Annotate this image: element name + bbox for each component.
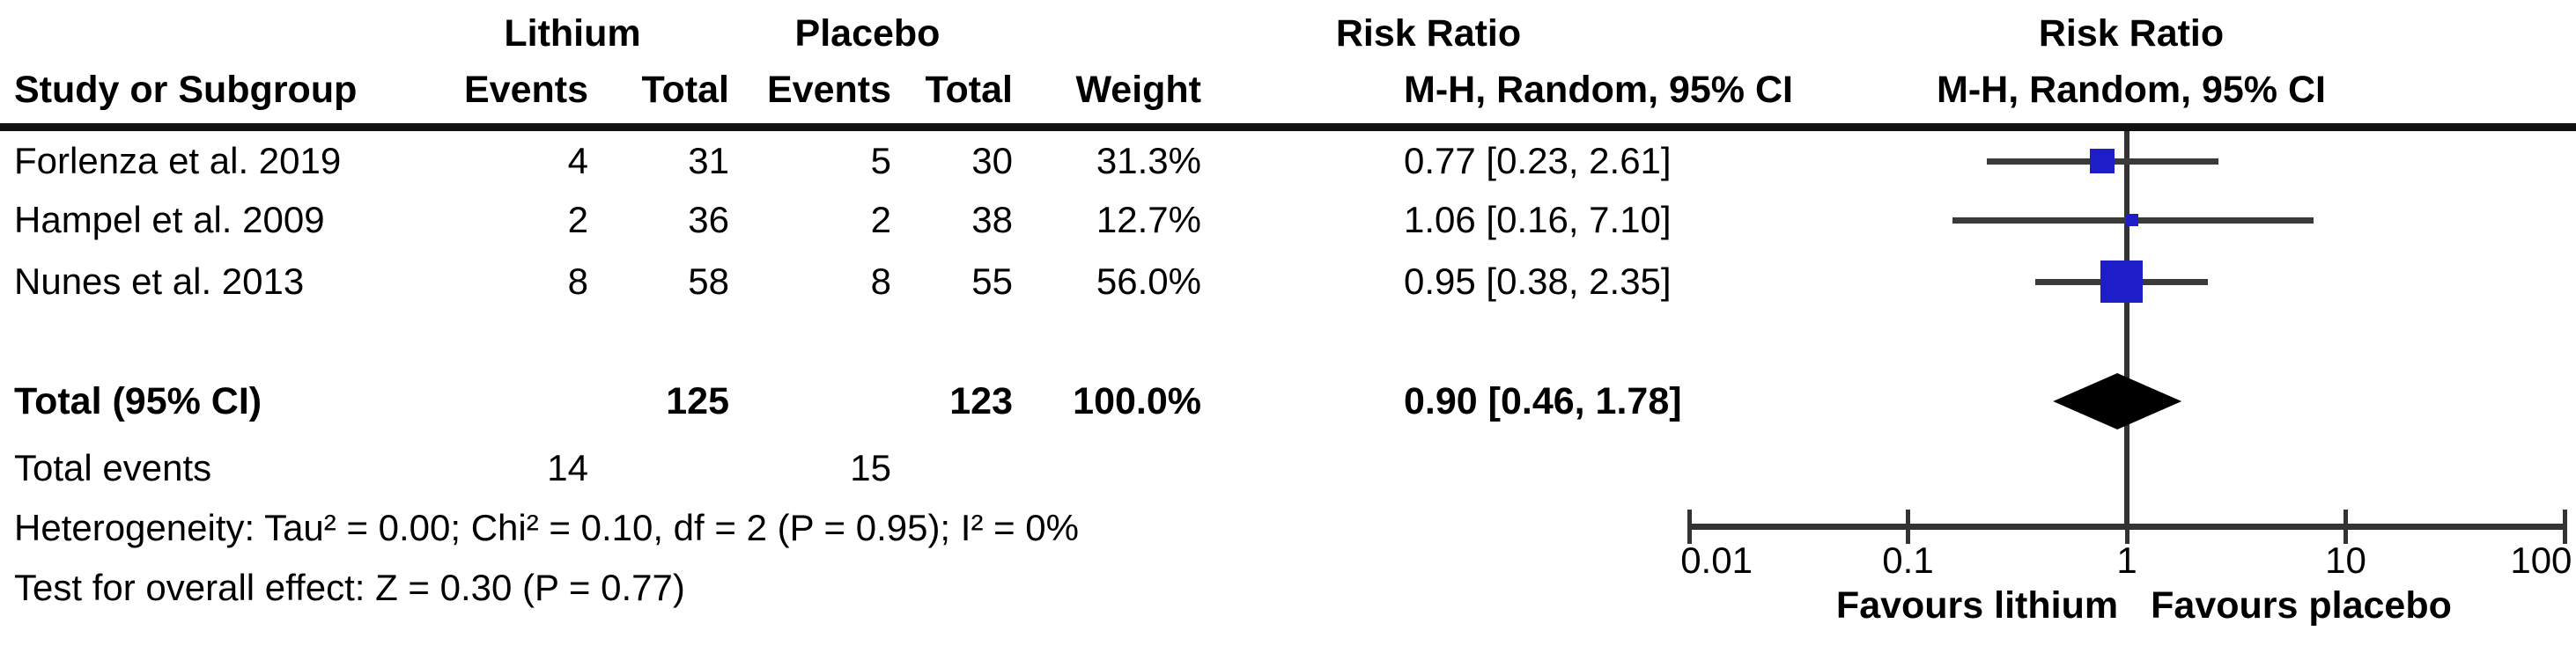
x-axis-tick xyxy=(1687,510,1692,544)
x-axis-tick-label: 0.1 xyxy=(1882,539,1934,581)
li-events-value: 4 xyxy=(567,140,588,181)
li-total-value: 36 xyxy=(688,199,729,240)
group-header-risk-ratio: Risk Ratio xyxy=(1335,12,1522,55)
axis-label-favours-lithium: Favours lithium xyxy=(1835,584,2119,627)
col-header-pl-total: Total xyxy=(925,69,1013,111)
x-axis-tick xyxy=(2343,510,2348,544)
col-header-weight: Weight xyxy=(1075,69,1201,111)
study-name: Forlenza et al. 2019 xyxy=(14,140,342,181)
rr-ci-value: 1.06 [0.16, 7.10] xyxy=(1404,199,1672,240)
total-label: Total (95% CI) xyxy=(14,380,262,422)
rr-ci-value: 0.95 [0.38, 2.35] xyxy=(1404,260,1672,302)
effect-square xyxy=(2100,260,2144,303)
x-axis-tick-label: 1 xyxy=(2116,539,2137,581)
li-total-value: 31 xyxy=(688,140,729,181)
pl-total-value: 55 xyxy=(971,260,1013,302)
group-header-lithium: Lithium xyxy=(504,12,641,55)
pl-events-value: 5 xyxy=(870,140,891,181)
effect-square xyxy=(2089,149,2115,173)
total-li-total: 125 xyxy=(666,380,729,422)
x-axis-tick xyxy=(2562,510,2567,544)
pooled-diamond xyxy=(2053,373,2182,429)
total-events-li-value: 14 xyxy=(547,447,588,488)
col-header-pl-events: Events xyxy=(766,69,891,111)
null-effect-line xyxy=(2124,131,2129,529)
pl-events-value: 2 xyxy=(870,199,891,240)
rr-ci-value: 0.77 [0.23, 2.61] xyxy=(1404,140,1672,181)
total-weight: 100.0% xyxy=(1073,380,1201,422)
x-axis-tick xyxy=(1906,510,1910,544)
axis-label-favours-placebo: Favours placebo xyxy=(2151,584,2452,627)
li-events-value: 2 xyxy=(567,199,588,240)
group-header-placebo: Placebo xyxy=(794,12,941,55)
col-header-study: Study or Subgroup xyxy=(14,69,358,111)
weight-value: 31.3% xyxy=(1096,140,1201,181)
x-axis-tick xyxy=(2124,510,2129,544)
x-axis-tick-label: 100 xyxy=(2510,539,2572,581)
effect-square xyxy=(2126,214,2139,226)
plot-header-mh-ci: M-H, Random, 95% CI xyxy=(1937,69,2326,111)
pl-total-value: 38 xyxy=(971,199,1013,240)
col-header-mh-ci: M-H, Random, 95% CI xyxy=(1404,69,1793,111)
plot-header-risk-ratio: Risk Ratio xyxy=(2038,12,2225,55)
study-name: Hampel et al. 2009 xyxy=(14,199,325,240)
col-header-li-total: Total xyxy=(641,69,729,111)
pl-total-value: 30 xyxy=(971,140,1013,181)
study-name: Nunes et al. 2013 xyxy=(14,260,305,302)
weight-value: 12.7% xyxy=(1096,199,1201,240)
x-axis-tick-label: 0.01 xyxy=(1680,539,1753,581)
total-events-label: Total events xyxy=(14,447,212,488)
header-rule xyxy=(0,123,2576,131)
li-events-value: 8 xyxy=(567,260,588,302)
overall-effect-test: Test for overall effect: Z = 0.30 (P = 0… xyxy=(14,567,685,608)
pl-events-value: 8 xyxy=(870,260,891,302)
total-pl-total: 123 xyxy=(949,380,1013,422)
li-total-value: 58 xyxy=(688,260,729,302)
heterogeneity-stats: Heterogeneity: Tau² = 0.00; Chi² = 0.10,… xyxy=(14,507,1079,548)
total-events-pl-value: 15 xyxy=(850,447,891,488)
weight-value: 56.0% xyxy=(1096,260,1201,302)
x-axis-tick-label: 10 xyxy=(2325,539,2366,581)
col-header-li-events: Events xyxy=(463,69,588,111)
total-rr-ci: 0.90 [0.46, 1.78] xyxy=(1404,380,1682,422)
